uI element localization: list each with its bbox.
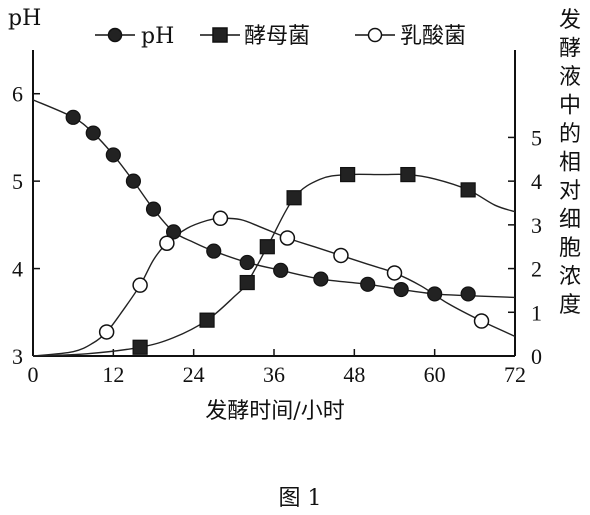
point-yeast xyxy=(460,182,476,198)
x-tick-label: 36 xyxy=(263,362,285,387)
left-tick-label: 3 xyxy=(12,344,23,369)
right-axis-title-char: 液 xyxy=(559,65,581,90)
point-ph xyxy=(360,276,376,292)
point-lactic xyxy=(159,235,175,251)
point-yeast xyxy=(400,166,416,183)
curve-lactic xyxy=(32,217,516,357)
legend: pH 酵母菌 乳酸菌 xyxy=(95,24,466,49)
point-ph xyxy=(165,224,182,240)
right-axis-title-char: 的 xyxy=(559,122,581,147)
point-yeast xyxy=(199,312,215,328)
point-lactic xyxy=(212,210,229,227)
point-yeast xyxy=(259,239,275,255)
point-ph xyxy=(85,125,101,141)
right-axis-title-char: 胞 xyxy=(559,236,581,261)
point-ph xyxy=(206,243,222,259)
legend-lactic-label: 乳酸菌 xyxy=(400,24,466,49)
point-ph xyxy=(145,201,162,217)
point-lactic xyxy=(132,277,148,293)
legend-yeast-marker xyxy=(212,27,228,43)
point-ph xyxy=(273,262,289,278)
right-axis-title-char: 浓 xyxy=(559,265,581,290)
x-tick-label: 0 xyxy=(28,362,39,387)
x-tick-label: 72 xyxy=(504,362,526,387)
point-ph xyxy=(239,254,255,271)
point-ph xyxy=(393,281,409,298)
left-tick-label: 4 xyxy=(12,257,23,282)
figure-caption: 图 1 xyxy=(279,486,322,511)
point-yeast xyxy=(286,190,302,206)
legend-lactic-marker xyxy=(367,27,383,43)
point-yeast xyxy=(239,274,255,291)
right-axis-title-char: 酵 xyxy=(559,37,581,62)
right-tick-label: 5 xyxy=(531,125,542,150)
legend-ph-label: pH xyxy=(141,24,174,49)
right-axis-title-char: 度 xyxy=(559,293,581,318)
point-yeast xyxy=(340,166,356,183)
point-ph xyxy=(460,286,476,302)
x-axis-title: 发酵时间/小时 xyxy=(205,399,344,424)
right-axis-title-char: 中 xyxy=(559,94,581,119)
axes xyxy=(32,50,516,357)
x-tick-label: 60 xyxy=(424,362,446,387)
legend-yeast-label: 酵母菌 xyxy=(244,24,310,49)
right-tick-label: 2 xyxy=(531,257,542,282)
right-tick-label: 0 xyxy=(531,344,542,369)
point-lactic xyxy=(333,247,349,264)
right-tick-label: 4 xyxy=(531,169,542,194)
right-axis-title-char: 相 xyxy=(559,151,581,176)
right-axis-title-char: 发 xyxy=(559,8,581,33)
left-tick-label: 6 xyxy=(12,82,23,107)
point-lactic xyxy=(279,230,296,246)
markers xyxy=(65,109,490,355)
point-yeast xyxy=(132,339,148,355)
point-ph xyxy=(65,109,81,125)
right-tick-label: 3 xyxy=(531,213,542,238)
left-tick-label: 5 xyxy=(12,169,23,194)
x-tick-label: 48 xyxy=(343,362,365,387)
x-tick-label: 12 xyxy=(102,362,124,387)
left-axis-title: pH xyxy=(8,6,41,31)
point-ph xyxy=(313,271,329,287)
point-lactic xyxy=(473,313,490,329)
legend-ph-marker xyxy=(107,27,123,43)
right-axis-title-char: 细 xyxy=(559,208,581,233)
right-tick-label: 1 xyxy=(531,300,542,325)
curves xyxy=(32,99,516,357)
point-lactic xyxy=(98,324,115,340)
point-ph xyxy=(105,147,121,163)
point-ph xyxy=(427,286,443,302)
point-lactic xyxy=(386,265,403,281)
right-axis-title-char: 对 xyxy=(559,179,581,204)
x-tick-label: 24 xyxy=(183,362,205,387)
point-ph xyxy=(125,173,142,189)
